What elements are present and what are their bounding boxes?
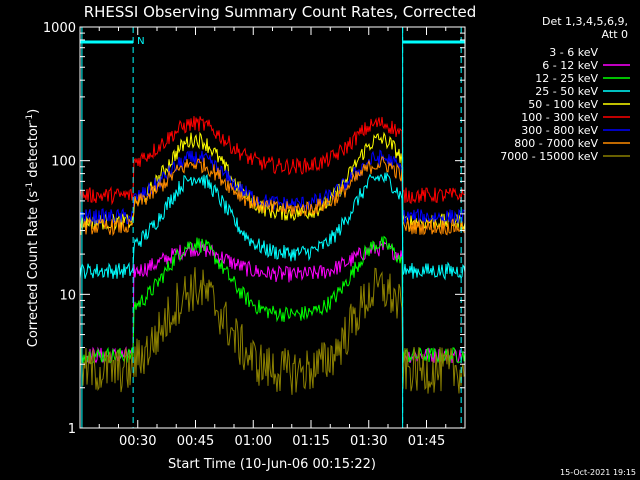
legend-header-line-2: Att 0	[602, 28, 628, 41]
x-tick-label: 00:30	[119, 434, 156, 449]
series-layer	[79, 116, 466, 430]
legend-label-6: 300 - 800 keV	[521, 124, 598, 137]
legend-label-5: 100 - 300 keV	[521, 111, 598, 124]
y-axis-label: Corrected Count Rate (s-1 detector-1)	[25, 109, 41, 347]
y-tick-label: 1000	[43, 21, 76, 36]
x-tick-label: 01:30	[350, 434, 387, 449]
series-line-1	[79, 240, 466, 364]
x-axis: 00:30 00:45 01:00 01:15 01:30 01:45	[98, 27, 447, 449]
legend-label-7: 800 - 7000 keV	[514, 137, 598, 150]
y-tick-label: 10	[59, 288, 76, 303]
x-tick-label: 01:15	[292, 434, 329, 449]
y-axis: 1 10 100 1000	[43, 21, 465, 437]
series-line-3	[79, 171, 466, 281]
chart-title: RHESSI Observing Summary Count Rates, Co…	[84, 3, 477, 21]
y-axis-label-end: )	[26, 109, 41, 114]
legend-label-3: 25 - 50 keV	[535, 85, 598, 98]
timestamp: 15-Oct-2021 19:15	[560, 468, 636, 477]
series-line-8	[79, 267, 466, 395]
x-tick-label: 01:00	[235, 434, 272, 449]
legend-label-2: 12 - 25 keV	[535, 72, 598, 85]
y-tick-label: 100	[51, 155, 76, 170]
annotation-layer: N	[80, 27, 465, 428]
y-axis-label-sup1: -1	[25, 182, 35, 191]
series-line-7	[79, 156, 466, 237]
legend-header-line-1: Det 1,3,4,5,6,9,	[542, 15, 628, 28]
legend-label-4: 50 - 100 keV	[528, 98, 598, 111]
series-line-0	[79, 261, 465, 430]
y-tick-label: 1	[68, 422, 76, 437]
y-axis-label-main: Corrected Count Rate (s	[26, 191, 41, 348]
y-axis-label-sup2: -1	[25, 114, 35, 123]
legend-label-1: 6 - 12 keV	[542, 59, 598, 72]
night-marker-label: N	[137, 36, 144, 47]
x-axis-label: Start Time (10-Jun-06 00:15:22)	[168, 457, 376, 472]
series-line-2	[79, 235, 466, 365]
x-tick-label: 01:45	[408, 434, 445, 449]
legend-label-8: 7000 - 15000 keV	[500, 150, 598, 163]
series-line-5	[79, 116, 466, 206]
legend-label-0: 3 - 6 keV	[549, 46, 598, 59]
x-tick-label: 00:45	[177, 434, 214, 449]
y-axis-label-mid: detector	[26, 122, 41, 182]
